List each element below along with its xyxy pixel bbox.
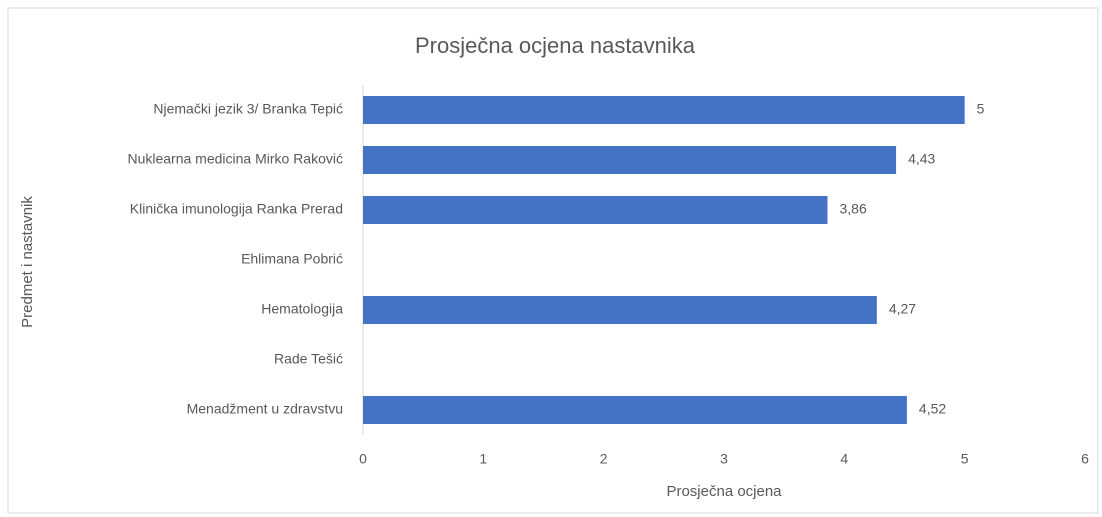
chart-title: Prosječna ocjena nastavnika bbox=[415, 33, 696, 58]
y-tick-label: Nuklearna medicina Mirko Raković bbox=[127, 151, 343, 167]
y-tick-label: Hematologija bbox=[261, 301, 343, 317]
y-tick-label: Klinička imunologija Ranka Prerad bbox=[130, 201, 343, 217]
x-tick-label: 2 bbox=[600, 451, 608, 467]
x-tick-label: 0 bbox=[359, 451, 367, 467]
y-tick-label: Njemački jezik 3/ Branka Tepić bbox=[153, 101, 343, 117]
y-axis-label: Predmet i nastavnik bbox=[19, 196, 36, 328]
bar bbox=[363, 96, 965, 124]
data-label: 3,86 bbox=[839, 201, 866, 217]
x-tick-label: 3 bbox=[720, 451, 728, 467]
chart-border bbox=[7, 7, 1099, 514]
bar bbox=[363, 146, 897, 174]
data-label: 4,52 bbox=[919, 401, 946, 417]
bar bbox=[363, 396, 907, 424]
x-tick-label: 4 bbox=[840, 451, 848, 467]
bar bbox=[363, 196, 828, 224]
bar bbox=[363, 296, 877, 324]
data-label: 5 bbox=[977, 101, 985, 117]
x-axis-label: Prosječna ocjena bbox=[666, 483, 782, 500]
x-tick-label: 1 bbox=[479, 451, 487, 467]
y-tick-label: Menadžment u zdravstvu bbox=[187, 401, 343, 417]
data-label: 4,27 bbox=[889, 301, 916, 317]
x-tick-label: 5 bbox=[961, 451, 969, 467]
y-tick-label: Ehlimana Pobrić bbox=[241, 251, 343, 267]
data-label: 4,43 bbox=[908, 151, 935, 167]
x-tick-label: 6 bbox=[1081, 451, 1089, 467]
y-tick-label: Rade Tešić bbox=[274, 351, 343, 367]
